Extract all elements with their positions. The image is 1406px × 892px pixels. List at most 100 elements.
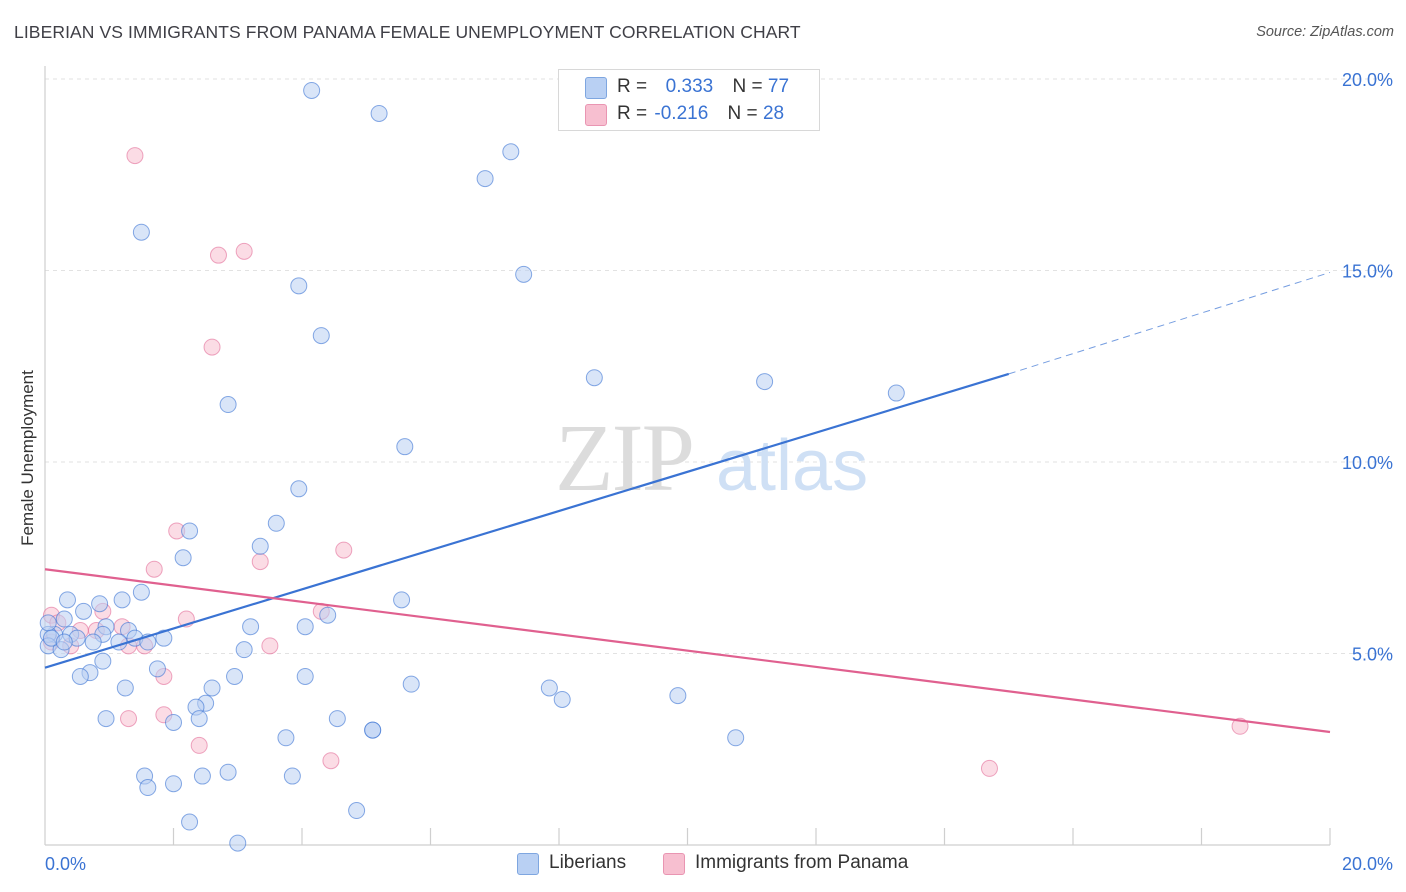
data-point-panama xyxy=(251,553,269,571)
data-point-liberians xyxy=(348,802,366,820)
data-point-liberians xyxy=(364,721,382,739)
data-point-liberians xyxy=(312,327,330,345)
data-point-liberians xyxy=(328,710,346,728)
data-point-panama xyxy=(209,246,227,264)
legend-r-label: R = xyxy=(617,103,648,124)
data-point-liberians xyxy=(155,629,173,647)
data-point-liberians xyxy=(290,277,308,295)
data-point-panama xyxy=(235,242,253,260)
bottom-legend-label-liberians: Liberians xyxy=(549,852,627,873)
data-point-liberians xyxy=(84,633,102,651)
data-point-liberians xyxy=(132,223,150,241)
bottom-legend-swatch-liberians xyxy=(517,853,539,875)
data-point-liberians xyxy=(756,373,774,391)
data-point-liberians xyxy=(55,610,73,628)
data-point-panama xyxy=(145,560,163,578)
data-point-liberians xyxy=(283,767,301,785)
legend-n-label: N = xyxy=(727,103,758,124)
chart-title: LIBERIAN VS IMMIGRANTS FROM PANAMA FEMAL… xyxy=(14,22,801,42)
data-point-liberians xyxy=(97,710,115,728)
legend-swatch-liberians xyxy=(585,77,607,99)
data-point-liberians xyxy=(193,767,211,785)
legend-n-value-panama: 28 xyxy=(762,103,785,124)
data-point-liberians xyxy=(71,667,89,685)
y-tick-label: 15.0% xyxy=(1342,262,1393,282)
data-point-liberians xyxy=(319,606,337,624)
data-point-panama xyxy=(1231,717,1249,735)
data-point-liberians xyxy=(174,549,192,567)
data-point-liberians xyxy=(55,633,73,651)
data-point-liberians xyxy=(132,583,150,601)
data-point-panama xyxy=(120,710,138,728)
legend-r-label: R = xyxy=(617,76,648,97)
bottom-legend-label-panama: Immigrants from Panama xyxy=(695,852,909,873)
data-point-liberians xyxy=(165,713,182,731)
x-tick-label: 20.0% xyxy=(1342,854,1393,874)
source-credit: Source: ZipAtlas.com xyxy=(1256,24,1394,40)
data-point-liberians xyxy=(219,763,237,781)
data-point-liberians xyxy=(540,679,558,697)
axes xyxy=(44,66,1331,846)
data-point-liberians xyxy=(290,480,308,498)
data-point-liberians xyxy=(235,641,253,659)
data-point-liberians xyxy=(296,618,314,636)
data-point-liberians xyxy=(39,614,57,632)
trend-line-liberians-extension xyxy=(1008,271,1331,375)
data-point-panama xyxy=(322,752,340,770)
data-point-liberians xyxy=(887,384,905,402)
data-point-liberians xyxy=(219,396,237,414)
data-point-panama xyxy=(203,338,221,356)
legend-r-value-liberians: 0.333 xyxy=(665,76,714,97)
legend-n-value-liberians: 77 xyxy=(767,76,790,97)
data-point-liberians xyxy=(296,667,314,685)
y-axis-label: Female Unemployment xyxy=(18,370,37,546)
data-point-liberians xyxy=(58,591,76,609)
data-point-liberians xyxy=(94,652,112,670)
grid-lines xyxy=(45,78,1392,654)
data-point-liberians xyxy=(669,687,687,705)
data-point-liberians xyxy=(277,729,295,747)
data-point-panama xyxy=(126,147,144,165)
data-point-liberians xyxy=(139,779,157,797)
data-point-liberians xyxy=(553,690,571,708)
data-point-liberians xyxy=(91,595,109,613)
data-point-liberians xyxy=(585,369,603,387)
data-point-liberians xyxy=(476,170,494,188)
data-point-liberians xyxy=(226,667,244,685)
y-tick-label: 20.0% xyxy=(1342,70,1393,90)
data-point-liberians xyxy=(396,438,414,456)
data-point-liberians xyxy=(113,591,131,609)
watermark: ZIP atlas xyxy=(555,404,868,511)
trend-line-liberians xyxy=(44,372,1010,669)
data-point-liberians xyxy=(502,143,520,161)
watermark-zip: ZIP xyxy=(555,404,693,511)
data-point-liberians xyxy=(181,813,199,831)
data-point-liberians xyxy=(393,591,411,609)
data-point-liberians xyxy=(75,602,93,620)
y-tick-label: 5.0% xyxy=(1352,645,1393,665)
data-point-liberians xyxy=(181,522,199,540)
data-point-liberians xyxy=(267,514,285,532)
data-point-panama xyxy=(261,637,279,655)
trend-line-panama xyxy=(44,568,1331,734)
data-point-panama xyxy=(980,759,998,777)
bottom-legend-swatch-panama xyxy=(663,853,685,875)
data-point-liberians xyxy=(727,729,745,747)
data-point-liberians xyxy=(251,537,269,555)
data-point-liberians xyxy=(370,104,388,122)
x-tick-label: 0.0% xyxy=(45,854,86,874)
data-point-panama xyxy=(190,736,208,754)
data-point-liberians xyxy=(402,675,420,693)
watermark-atlas: atlas xyxy=(716,426,868,506)
y-tick-label: 10.0% xyxy=(1342,453,1393,473)
correlation-legend: R = 0.333 N = 77 R = -0.216 N = 28 xyxy=(558,69,820,131)
legend-n-label: N = xyxy=(732,76,763,97)
series-liberians-points xyxy=(39,81,905,852)
data-point-liberians xyxy=(148,660,166,678)
data-point-liberians xyxy=(165,775,182,793)
tick-labels: 5.0% 10.0% 15.0% 20.0% 0.0% 20.0% xyxy=(45,70,1393,874)
data-point-liberians xyxy=(229,834,247,852)
data-point-liberians xyxy=(116,679,134,697)
data-point-liberians xyxy=(190,710,208,728)
